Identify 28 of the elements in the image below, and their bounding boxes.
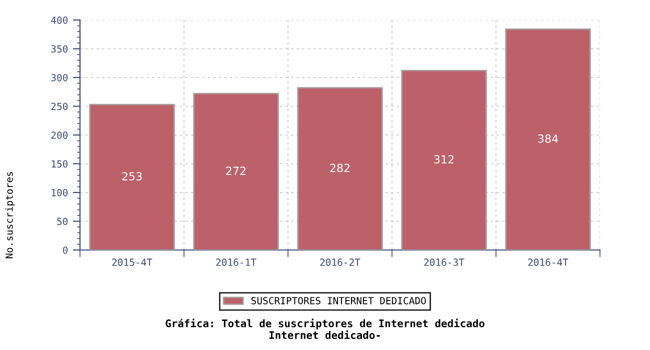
y-tick-label: 0 — [62, 246, 68, 254]
bar — [505, 28, 591, 250]
text: Internet dedicado- — [269, 330, 380, 340]
text: Gráfica: Total de suscriptores de Internet dedicado — [166, 318, 484, 330]
y-tick-label: 150 — [52, 160, 68, 168]
x-tick-label: 2016-4T — [528, 258, 568, 266]
data-label: 312 — [434, 155, 454, 164]
x-tick-label: 2016-2T — [320, 258, 360, 266]
x-tick-label: 2016-3T — [424, 258, 464, 266]
bar — [193, 92, 279, 250]
data-label: 253 — [122, 172, 142, 180]
y-tick-label: 350 — [51, 45, 68, 53]
data-label: 282 — [330, 164, 350, 172]
legend-label: SUSCRIPTORES INTERNET DEDICADO — [251, 296, 426, 304]
y-tick-label: 300 — [51, 74, 68, 82]
y-tick-label: 200 — [51, 132, 68, 139]
x-tick-label: 2016-1T — [216, 258, 256, 266]
data-label: 272 — [226, 166, 246, 175]
bar — [401, 70, 487, 250]
y-tick-label: 250 — [51, 102, 68, 110]
y-tick-label: 400 — [51, 16, 68, 24]
x-tick-label: 2015-4T — [112, 258, 152, 266]
data-label: 384 — [538, 134, 558, 143]
y-axis-title: No.suscriptores — [5, 172, 15, 258]
y-tick-label: 100 — [52, 189, 68, 196]
bar — [89, 104, 175, 250]
bar — [297, 87, 383, 250]
y-tick-label: 50 — [57, 218, 68, 226]
